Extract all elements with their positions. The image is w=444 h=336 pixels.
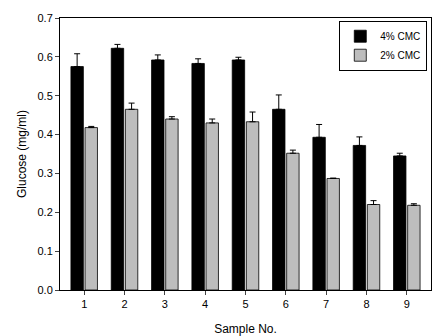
svg-text:0.2: 0.2 bbox=[38, 206, 53, 218]
svg-text:Glucose (mg/ml): Glucose (mg/ml) bbox=[15, 110, 29, 198]
svg-text:5: 5 bbox=[242, 298, 248, 310]
svg-text:0.1: 0.1 bbox=[38, 245, 53, 257]
svg-text:0.0: 0.0 bbox=[38, 284, 53, 296]
svg-text:0.5: 0.5 bbox=[38, 90, 53, 102]
svg-text:Sample No.: Sample No. bbox=[214, 322, 277, 336]
svg-text:0.7: 0.7 bbox=[38, 12, 53, 24]
svg-text:3: 3 bbox=[162, 298, 168, 310]
svg-text:4% CMC: 4% CMC bbox=[380, 31, 420, 42]
svg-text:0.4: 0.4 bbox=[38, 128, 53, 140]
svg-text:0.6: 0.6 bbox=[38, 51, 53, 63]
svg-text:6: 6 bbox=[283, 298, 289, 310]
svg-text:1: 1 bbox=[81, 298, 87, 310]
svg-text:2% CMC: 2% CMC bbox=[380, 50, 420, 61]
svg-text:2: 2 bbox=[121, 298, 127, 310]
svg-text:9: 9 bbox=[404, 298, 410, 310]
svg-text:8: 8 bbox=[363, 298, 369, 310]
svg-text:7: 7 bbox=[323, 298, 329, 310]
svg-text:4: 4 bbox=[202, 298, 208, 310]
svg-text:0.3: 0.3 bbox=[38, 167, 53, 179]
